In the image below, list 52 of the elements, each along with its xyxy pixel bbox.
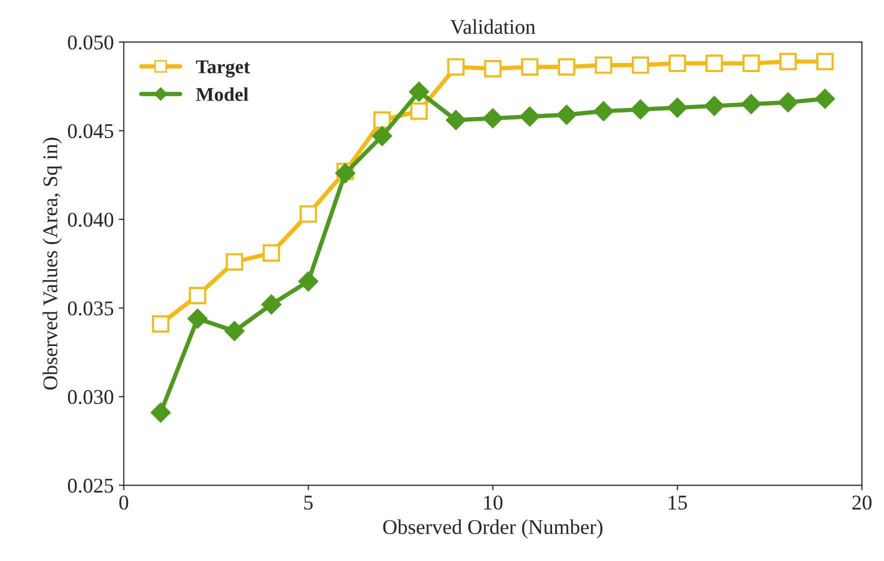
y-tick-label: 0.030: [68, 390, 114, 404]
point: [300, 205, 317, 223]
point: [521, 58, 538, 76]
point: [594, 56, 612, 74]
y-tick-label: 0.025: [68, 478, 114, 493]
y-tick-label: 0.035: [68, 301, 114, 316]
point: [741, 94, 762, 114]
point: [224, 321, 244, 341]
point: [668, 54, 686, 72]
point: [742, 54, 760, 72]
point: [262, 294, 282, 314]
x-tick-label: 0: [119, 496, 128, 510]
point: [482, 108, 503, 128]
point: [188, 308, 208, 329]
x-tick-label: 15: [668, 496, 687, 510]
point: [778, 92, 798, 112]
legend-label: Target: [196, 60, 250, 78]
point: [188, 286, 206, 304]
point: [556, 104, 577, 125]
point: [409, 82, 429, 102]
point: [226, 253, 244, 271]
x-tick-label: 5: [304, 496, 313, 510]
y-axis-title: Observed Values (Area, Sq in): [42, 138, 62, 390]
chart-title: Validation: [450, 19, 536, 34]
point: [262, 244, 280, 262]
y-tick-label: 0.040: [68, 212, 114, 227]
x-axis-title: Observed Order (Number): [383, 519, 602, 538]
point: [150, 402, 171, 422]
point: [484, 60, 502, 78]
point: [630, 100, 650, 120]
point: [373, 111, 391, 129]
point: [594, 101, 614, 122]
point: [410, 102, 428, 120]
point: [816, 52, 834, 70]
y-tick-label: 0.045: [68, 124, 114, 138]
point: [520, 106, 540, 126]
point: [704, 96, 724, 116]
point: [706, 54, 723, 72]
x-tick-label: 20: [852, 496, 872, 510]
y-tick-label: 0.050: [68, 35, 114, 50]
point: [667, 98, 688, 118]
point: [152, 315, 170, 333]
x-tick-label: 10: [484, 496, 502, 510]
point: [632, 56, 650, 74]
point: [298, 272, 318, 292]
point: [779, 52, 797, 70]
point: [558, 58, 576, 76]
point: [446, 110, 466, 130]
legend-label: Model: [196, 87, 248, 102]
point: [815, 88, 835, 109]
point: [372, 126, 392, 146]
point: [447, 58, 465, 76]
